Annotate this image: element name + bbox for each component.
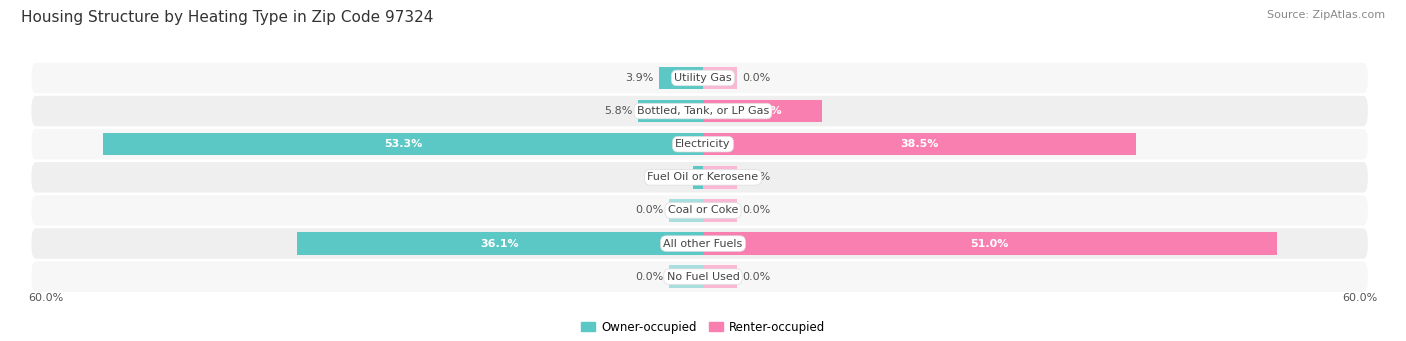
Text: 60.0%: 60.0% [1343,293,1378,303]
Text: Utility Gas: Utility Gas [675,73,731,83]
Text: 0.0%: 0.0% [742,205,770,216]
Text: Electricity: Electricity [675,139,731,149]
Bar [638,100,703,122]
Bar [703,265,737,288]
Text: Bottled, Tank, or LP Gas: Bottled, Tank, or LP Gas [637,106,769,116]
Text: No Fuel Used: No Fuel Used [666,272,740,282]
Text: 0.0%: 0.0% [742,172,770,182]
Bar [297,232,703,255]
Bar [703,67,737,89]
Bar [669,265,703,288]
Bar [703,199,737,222]
Bar [104,133,703,155]
Text: 0.0%: 0.0% [636,272,664,282]
Text: 38.5%: 38.5% [900,139,939,149]
Legend: Owner-occupied, Renter-occupied: Owner-occupied, Renter-occupied [576,316,830,338]
FancyBboxPatch shape [31,228,1368,259]
FancyBboxPatch shape [31,96,1368,126]
Bar [669,199,703,222]
Text: Fuel Oil or Kerosene: Fuel Oil or Kerosene [647,172,759,182]
Text: 0.0%: 0.0% [742,272,770,282]
Bar [703,100,823,122]
Bar [703,133,1136,155]
Text: Housing Structure by Heating Type in Zip Code 97324: Housing Structure by Heating Type in Zip… [21,10,433,25]
Text: Coal or Coke: Coal or Coke [668,205,738,216]
Text: 10.6%: 10.6% [744,106,782,116]
Text: 60.0%: 60.0% [28,293,63,303]
Bar [659,67,703,89]
Text: All other Fuels: All other Fuels [664,239,742,249]
Bar [703,232,1277,255]
Text: 53.3%: 53.3% [384,139,422,149]
FancyBboxPatch shape [31,195,1368,226]
FancyBboxPatch shape [31,162,1368,193]
Text: 3.9%: 3.9% [626,73,654,83]
Text: 51.0%: 51.0% [970,239,1010,249]
Text: 0.0%: 0.0% [636,205,664,216]
Bar [693,166,703,189]
FancyBboxPatch shape [31,63,1368,93]
FancyBboxPatch shape [31,262,1368,292]
Text: Source: ZipAtlas.com: Source: ZipAtlas.com [1267,10,1385,20]
Bar [703,166,737,189]
Text: 0.0%: 0.0% [742,73,770,83]
Text: 5.8%: 5.8% [603,106,633,116]
Text: 0.91%: 0.91% [652,172,688,182]
FancyBboxPatch shape [31,129,1368,160]
Text: 36.1%: 36.1% [481,239,519,249]
